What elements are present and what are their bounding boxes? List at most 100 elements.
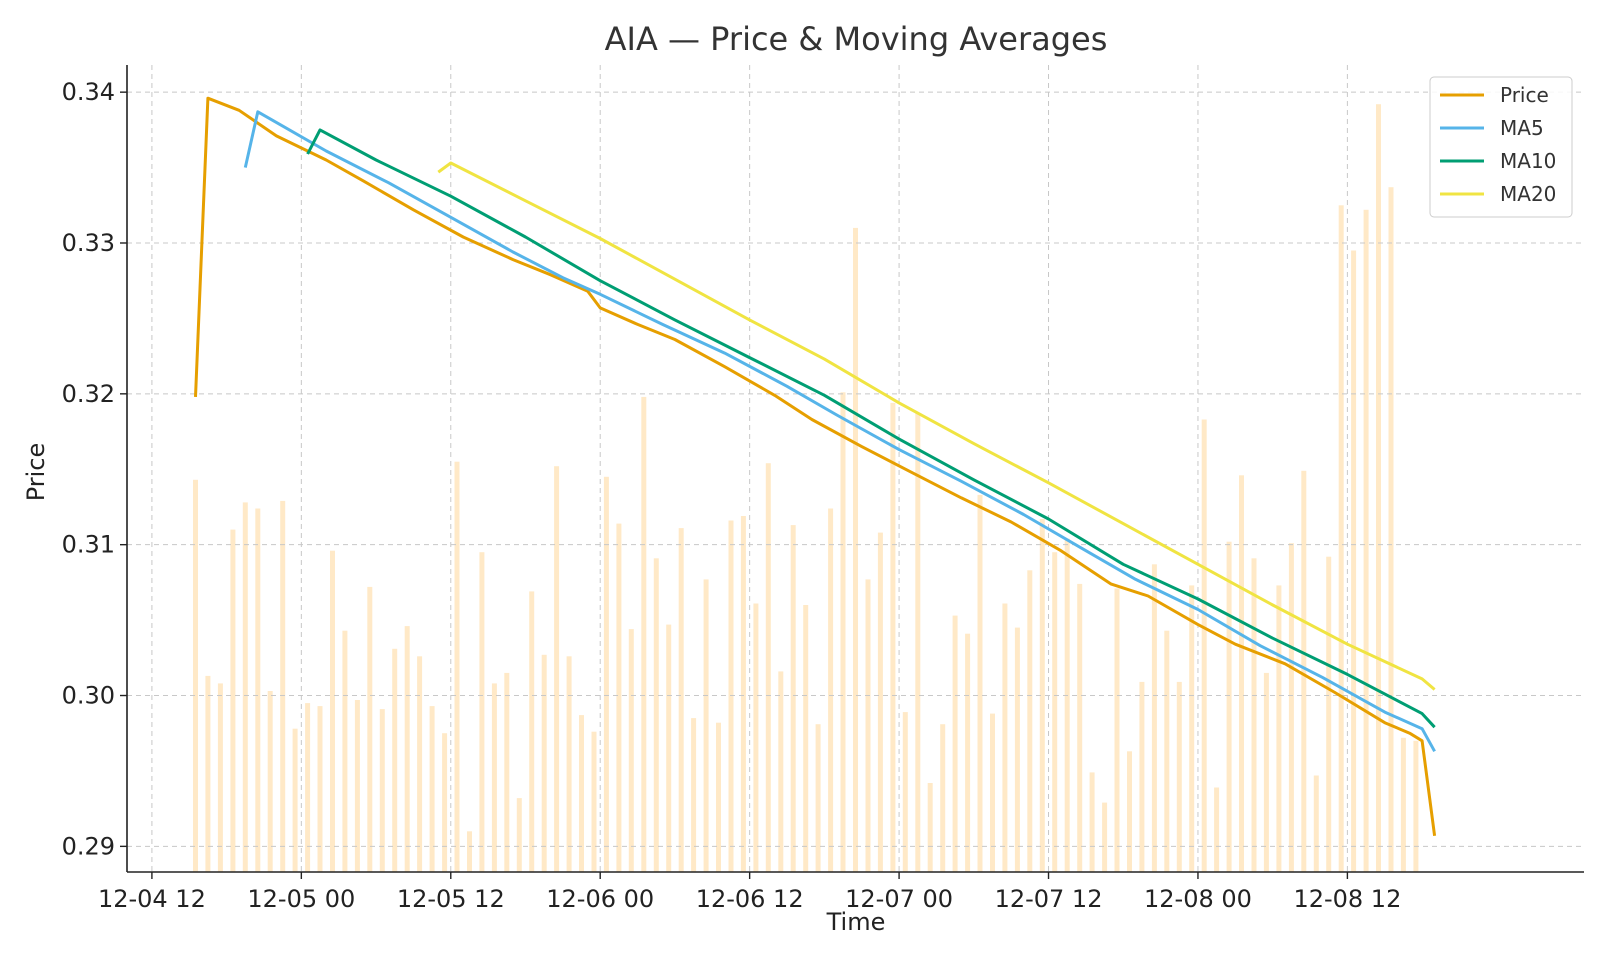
volume-bar <box>940 724 946 872</box>
volume-bar <box>902 712 908 872</box>
legend-label-ma20: MA20 <box>1500 182 1556 206</box>
volume-bar <box>516 798 522 872</box>
volume-bar <box>1413 740 1419 872</box>
volume-bar <box>1351 250 1357 872</box>
volume-bar <box>927 783 933 872</box>
chart-title: AIA — Price & Moving Averages <box>605 20 1108 58</box>
volume-bar <box>1301 470 1307 872</box>
volume-bar <box>840 392 846 872</box>
volume-bar <box>1089 772 1095 872</box>
volume-bar <box>317 706 323 872</box>
volume-bar <box>267 691 273 872</box>
volume-bar <box>1064 538 1070 872</box>
volume-bar <box>1251 558 1257 872</box>
volume-bar <box>1164 630 1170 872</box>
volume-bar <box>392 648 398 872</box>
volume-bar <box>280 500 286 872</box>
volume-bar <box>1077 583 1083 872</box>
volume-bar <box>342 630 348 872</box>
volume-bar <box>1127 751 1132 872</box>
volume-bar <box>1139 681 1145 872</box>
volume-bar <box>1151 564 1157 872</box>
volume-bar <box>1176 681 1182 872</box>
volume-bar <box>554 466 560 872</box>
volume-bar <box>691 718 697 872</box>
series-lines <box>194 96 1437 836</box>
x-tick-label: 12-06 00 <box>546 885 654 913</box>
legend-box <box>1429 76 1573 218</box>
x-axis-label: Time <box>826 908 886 936</box>
volume-bar <box>1014 627 1020 872</box>
volume-bar <box>1338 205 1344 873</box>
x-tick-label: 12-05 00 <box>247 885 355 913</box>
volume-bar <box>1326 556 1332 872</box>
volume-bar <box>753 603 759 872</box>
series-line-ma5 <box>243 110 1436 753</box>
volume-bar <box>566 656 572 872</box>
volume-bar <box>865 579 871 872</box>
volume-bar <box>504 672 510 872</box>
volume-bar <box>1388 187 1394 872</box>
volume-bar <box>965 633 971 872</box>
x-tick-label: 12-04 12 <box>98 885 206 913</box>
volume-bar <box>1214 787 1220 872</box>
volume-bar <box>591 731 597 872</box>
x-tick-label: 12-07 00 <box>845 885 953 913</box>
volume-bar <box>491 683 497 872</box>
volume-bar <box>790 525 796 872</box>
volume-bar <box>1201 419 1207 872</box>
volume-bar <box>915 413 921 872</box>
volume-bar <box>1189 585 1195 872</box>
volume-bar <box>255 508 261 872</box>
y-tick-label: 0.33 <box>62 229 115 257</box>
volume-bar <box>330 550 335 872</box>
series-line-price <box>194 96 1437 836</box>
volume-bar <box>442 733 448 872</box>
volume-bar <box>1363 209 1369 873</box>
x-tick-labels: 12-04 12 12-05 00 12-05 12 12-06 00 12-06 12… <box>98 872 1401 913</box>
volume-bar <box>1102 802 1108 872</box>
volume-bar <box>653 558 659 872</box>
x-tick-label: 12-08 00 <box>1144 885 1252 913</box>
volume-bar <box>367 586 373 872</box>
volume-bar <box>579 715 584 872</box>
volume-bar <box>205 675 211 872</box>
y-tick-label: 0.29 <box>62 832 115 860</box>
volume-bar <box>467 831 472 872</box>
volume-bar <box>479 552 485 872</box>
volume-bar <box>740 516 746 872</box>
y-tick-label: 0.31 <box>62 531 115 559</box>
volume-bar <box>1226 541 1232 872</box>
legend-label-price: Price <box>1500 83 1549 107</box>
volume-bar <box>853 227 858 872</box>
y-tick-label: 0.32 <box>62 380 115 408</box>
volume-bar <box>305 703 311 872</box>
volume-bar <box>765 463 771 872</box>
volume-bar <box>417 656 423 872</box>
legend-label-ma10: MA10 <box>1500 149 1556 173</box>
volume-bar <box>628 629 634 872</box>
volume-bar <box>404 626 410 872</box>
volume-bar <box>230 529 236 872</box>
x-tick-label: 12-07 12 <box>995 885 1103 913</box>
x-tick-label: 12-06 12 <box>696 885 804 913</box>
legend: Price MA5 MA10 MA20 <box>1429 76 1573 218</box>
y-tick-label: 0.30 <box>62 682 115 710</box>
volume-bar <box>429 706 435 872</box>
volume-bar <box>1400 737 1406 872</box>
volume-bar <box>1027 570 1033 872</box>
volume-bar <box>217 683 223 872</box>
volume-bar <box>529 591 535 872</box>
axes <box>126 65 1584 873</box>
volume-bars <box>193 104 1419 873</box>
volume-bar <box>803 605 809 872</box>
volume-bar <box>728 520 734 872</box>
volume-bar <box>678 528 684 872</box>
volume-bar <box>815 724 821 872</box>
volume-bar <box>379 709 385 872</box>
volume-bar <box>1276 585 1282 872</box>
y-axis-label: Price <box>22 443 50 502</box>
volume-bar <box>778 671 784 872</box>
legend-label-ma5: MA5 <box>1500 116 1544 140</box>
